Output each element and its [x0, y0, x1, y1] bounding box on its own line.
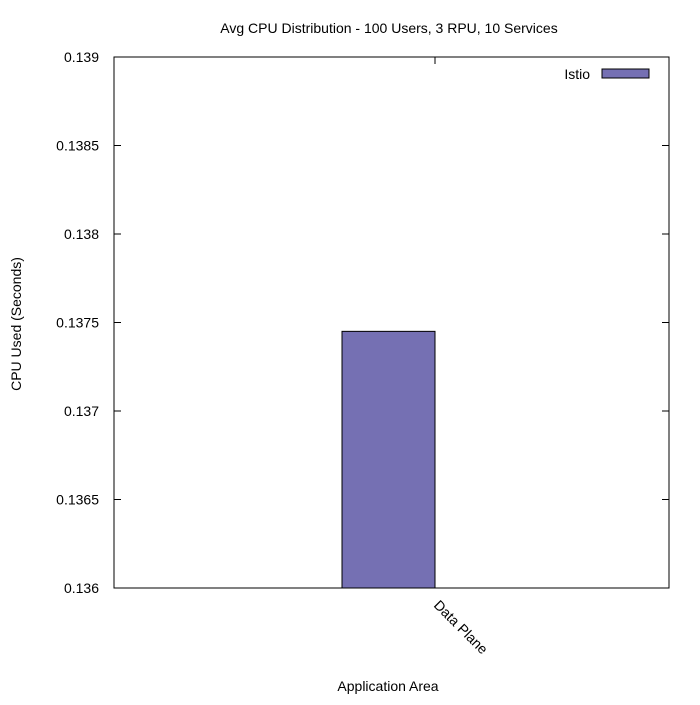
plot-area [341, 330, 436, 589]
legend-swatch [601, 68, 650, 79]
legend: Istio [564, 66, 650, 82]
x-axis: Data Plane [431, 57, 491, 657]
y-tick-label: 0.137 [64, 403, 99, 419]
y-tick-label: 0.138 [64, 226, 99, 242]
y-tick-label: 0.139 [64, 49, 99, 65]
y-tick-label: 0.136 [64, 580, 99, 596]
chart-title: Avg CPU Distribution - 100 Users, 3 RPU,… [220, 20, 557, 36]
y-tick-label: 0.1375 [56, 315, 99, 331]
y-axis: 0.136 0.1365 0.137 0.1375 0.138 0.1385 0.139 [56, 49, 669, 596]
x-axis-label: Application Area [337, 678, 438, 694]
x-tick-label: Data Plane [431, 597, 491, 657]
bar [341, 330, 436, 589]
y-tick-label: 0.1365 [56, 492, 99, 508]
y-axis-label: CPU Used (Seconds) [8, 257, 24, 391]
legend-label: Istio [564, 66, 590, 82]
y-tick-label: 0.1385 [56, 138, 99, 154]
